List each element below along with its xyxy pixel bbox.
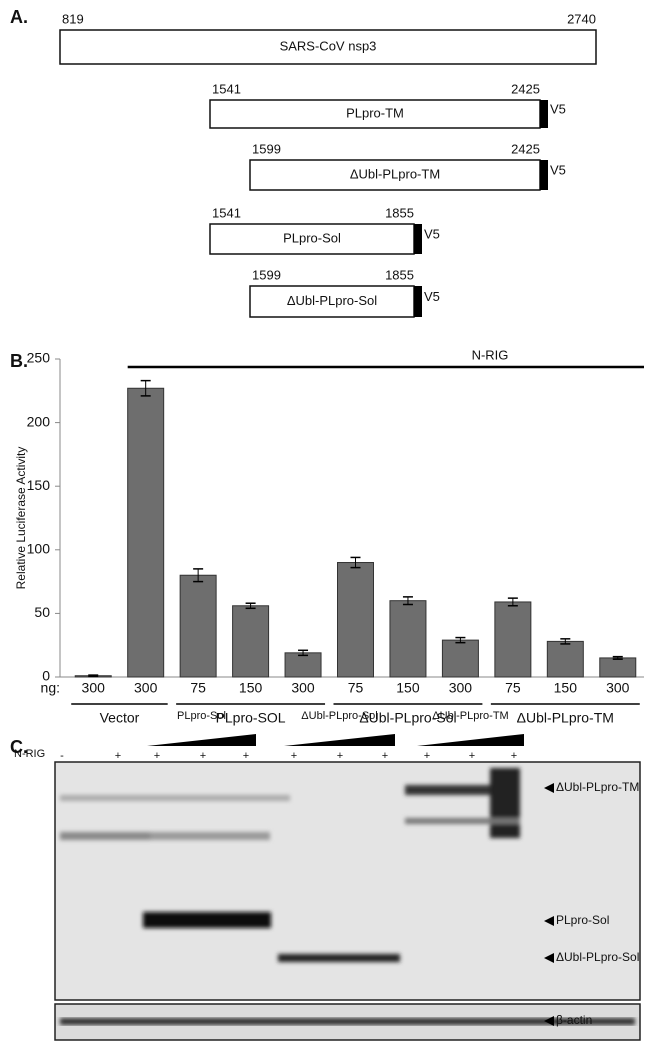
end-position: 2425 bbox=[511, 81, 540, 96]
x-tick-label: 300 bbox=[134, 680, 158, 696]
x-tick-label: 75 bbox=[190, 680, 206, 696]
x-tick-label: 300 bbox=[449, 680, 473, 696]
group-label: ΔUbl-PLpro-TM bbox=[517, 710, 614, 726]
y-tick-label: 250 bbox=[27, 350, 51, 366]
marker-label: β-actin bbox=[556, 1013, 592, 1027]
row-label: N-RIG bbox=[14, 748, 45, 760]
start-position: 1599 bbox=[252, 267, 281, 282]
tag-box bbox=[414, 286, 422, 317]
bar bbox=[390, 601, 426, 677]
construct-name: PLpro-TM bbox=[346, 105, 404, 120]
tag-box bbox=[540, 160, 548, 190]
tag-label: V5 bbox=[550, 101, 566, 116]
dose-wedge bbox=[417, 734, 524, 746]
lane-label: + bbox=[469, 750, 475, 762]
tag-label: V5 bbox=[550, 162, 566, 177]
x-tick-label: 75 bbox=[505, 680, 521, 696]
bar bbox=[547, 641, 583, 677]
panel-label: A. bbox=[10, 7, 28, 27]
y-tick-label: 200 bbox=[27, 413, 51, 429]
y-axis-label: Relative Luciferase Activity bbox=[14, 447, 28, 590]
lane-label: + bbox=[382, 750, 388, 762]
bar bbox=[285, 653, 321, 677]
bar bbox=[442, 640, 478, 677]
end-position: 2740 bbox=[567, 11, 596, 26]
construct-name: ΔUbl-PLpro-TM bbox=[350, 166, 440, 181]
bar bbox=[128, 388, 164, 677]
construct-name: PLpro-Sol bbox=[283, 230, 341, 245]
x-tick-label: 75 bbox=[348, 680, 364, 696]
start-position: 1541 bbox=[212, 81, 241, 96]
tag-box bbox=[540, 100, 548, 128]
x-tick-label: 300 bbox=[606, 680, 630, 696]
bar bbox=[338, 563, 374, 677]
end-position: 1855 bbox=[385, 267, 414, 282]
lane-label: + bbox=[243, 750, 249, 762]
x-tick-label: 300 bbox=[82, 680, 106, 696]
panel-label: B. bbox=[10, 351, 28, 371]
dose-wedge bbox=[147, 734, 256, 746]
lane-label: - bbox=[60, 750, 64, 762]
y-tick-label: 50 bbox=[34, 604, 50, 620]
tag-box bbox=[414, 224, 422, 254]
lane-label: + bbox=[200, 750, 206, 762]
end-position: 1855 bbox=[385, 205, 414, 220]
group-label: PLpro-SOL bbox=[216, 710, 286, 726]
tag-label: V5 bbox=[424, 226, 440, 241]
x-tick-label: 300 bbox=[291, 680, 315, 696]
lane-label: + bbox=[154, 750, 160, 762]
group-label: ΔUbl-PLpro-Sol bbox=[301, 710, 377, 722]
x-tick-label: 150 bbox=[396, 680, 420, 696]
lane-label: + bbox=[511, 750, 517, 762]
start-position: 819 bbox=[62, 11, 84, 26]
bar bbox=[600, 658, 636, 677]
group-label: PLpro-Sol bbox=[177, 710, 226, 722]
y-tick-label: 100 bbox=[27, 541, 51, 557]
marker-label: PLpro-Sol bbox=[556, 913, 609, 927]
x-tick-label: 150 bbox=[554, 680, 578, 696]
blot bbox=[55, 762, 640, 1040]
x-tick-label: 150 bbox=[239, 680, 263, 696]
marker-label: ΔUbl-PLpro-TM bbox=[556, 780, 639, 794]
construct-name: SARS-CoV nsp3 bbox=[280, 38, 377, 53]
annotation: N-RIG bbox=[472, 347, 509, 362]
bar bbox=[233, 606, 269, 677]
figure: A. B. C. 8192740SARS-CoV nsp315412425PLp… bbox=[0, 0, 653, 1041]
start-position: 1599 bbox=[252, 141, 281, 156]
lane-label: + bbox=[115, 750, 121, 762]
dose-wedge bbox=[284, 734, 395, 746]
x-label: ng: bbox=[41, 680, 60, 696]
group-label: ΔUbl-PLpro-TM bbox=[432, 710, 508, 722]
lane-label: + bbox=[337, 750, 343, 762]
y-tick-label: 150 bbox=[27, 477, 51, 493]
end-position: 2425 bbox=[511, 141, 540, 156]
tag-label: V5 bbox=[424, 289, 440, 304]
marker-label: ΔUbl-PLpro-Sol bbox=[556, 950, 639, 964]
construct-name: ΔUbl-PLpro-Sol bbox=[287, 293, 377, 308]
lane-label: + bbox=[424, 750, 430, 762]
group-label: Vector bbox=[100, 710, 140, 726]
lane-label: + bbox=[291, 750, 297, 762]
bar bbox=[495, 602, 531, 677]
start-position: 1541 bbox=[212, 205, 241, 220]
bar bbox=[180, 575, 216, 677]
